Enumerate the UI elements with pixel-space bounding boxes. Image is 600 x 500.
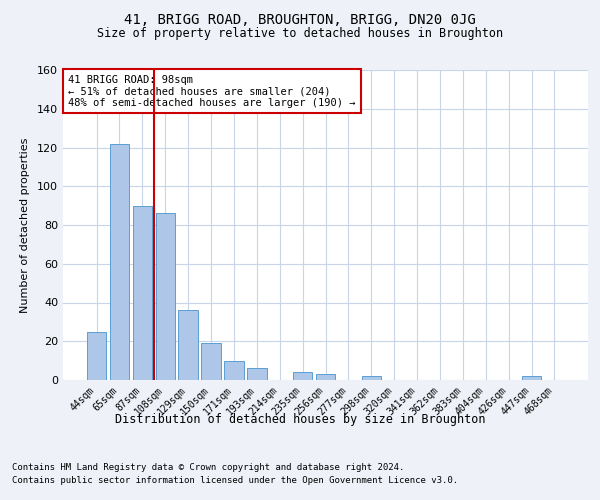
Text: 41, BRIGG ROAD, BROUGHTON, BRIGG, DN20 0JG: 41, BRIGG ROAD, BROUGHTON, BRIGG, DN20 0… (124, 12, 476, 26)
Bar (202, 343, 221, 380)
Text: Size of property relative to detached houses in Broughton: Size of property relative to detached ho… (97, 28, 503, 40)
Bar (155, 214, 175, 380)
Bar (247, 368, 266, 380)
Text: Contains HM Land Registry data © Crown copyright and database right 2024.: Contains HM Land Registry data © Crown c… (12, 462, 404, 471)
Bar (293, 372, 313, 380)
Text: 41 BRIGG ROAD: 98sqm
← 51% of detached houses are smaller (204)
48% of semi-deta: 41 BRIGG ROAD: 98sqm ← 51% of detached h… (68, 74, 356, 108)
Bar (224, 360, 244, 380)
Text: Contains public sector information licensed under the Open Government Licence v3: Contains public sector information licen… (12, 476, 458, 485)
Bar (133, 206, 152, 380)
Bar (316, 374, 335, 380)
Bar (362, 376, 381, 380)
Bar (178, 310, 198, 380)
Y-axis label: Number of detached properties: Number of detached properties (20, 138, 30, 312)
Bar (87, 332, 106, 380)
Bar (110, 144, 129, 380)
Text: Distribution of detached houses by size in Broughton: Distribution of detached houses by size … (115, 412, 485, 426)
Bar (522, 376, 541, 380)
